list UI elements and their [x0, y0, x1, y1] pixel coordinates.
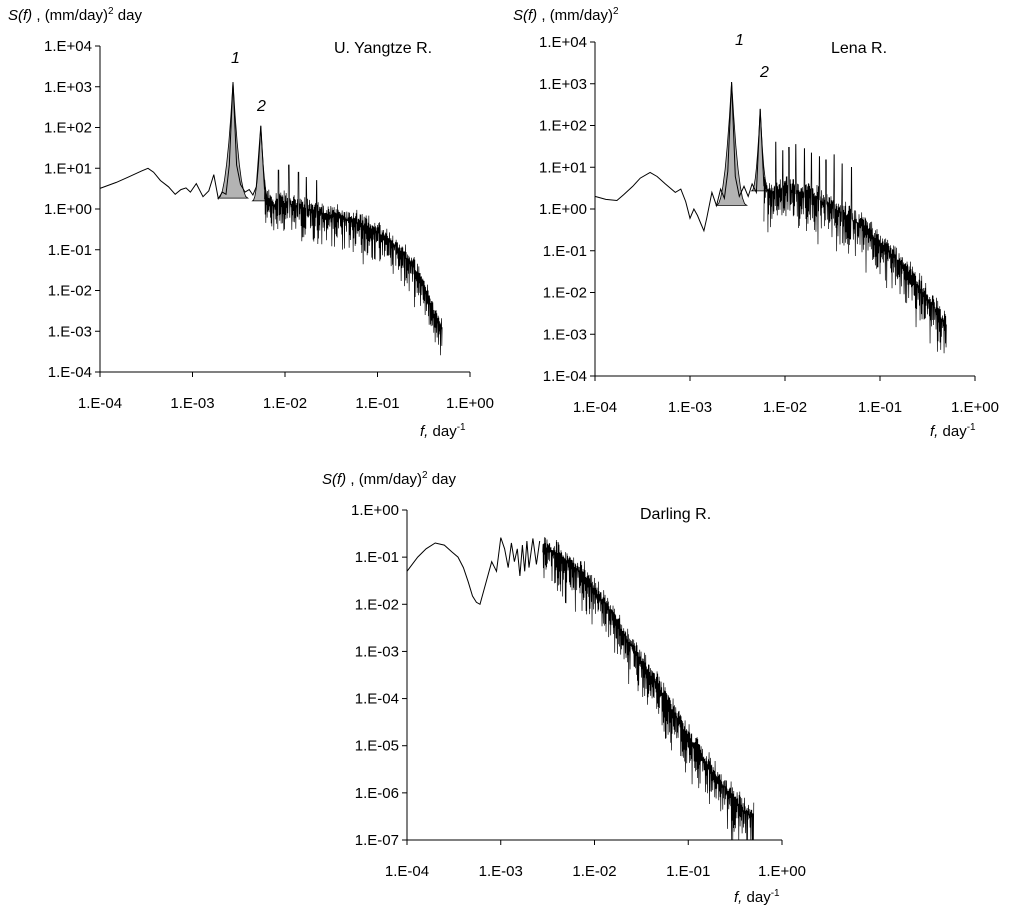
chart-title: Darling R. — [640, 506, 712, 523]
x-tick-label: 1.E+00 — [951, 399, 999, 416]
y-tick-label: 1.E-06 — [355, 785, 399, 802]
spectrum-line — [406, 537, 541, 606]
y-tick-label: 1.E+01 — [539, 159, 587, 176]
y-tick-label: 1.E-02 — [48, 283, 92, 300]
y-axis-separator: , — [537, 7, 550, 24]
x-tick-label: 1.E-02 — [763, 399, 807, 416]
plot-area: 1.E+00 1.E-01 1.E-02 1.E-03 1.E-04 1.E-05 1.E-… — [351, 502, 806, 880]
y-axis-label: S(f) , (mm/day)2 day — [8, 6, 142, 24]
x-axis-label: f, day-1 — [420, 422, 466, 440]
y-tick-label: 1.E-07 — [355, 832, 399, 849]
x-axis-label: f, day-1 — [930, 422, 976, 440]
y-tick-label: 1.E+00 — [44, 201, 92, 218]
plot-area: 1.E+04 1.E+03 1.E+02 1.E+01 1.E+00 1.E-01 1.E-… — [539, 34, 999, 416]
peak-area-1 — [715, 81, 748, 206]
y-axis-symbol: S(f) — [322, 471, 347, 488]
x-tick-label: 1.E-01 — [858, 399, 902, 416]
y-axis-label: S(f) , (mm/day)2 day — [322, 470, 456, 488]
y-tick-label: 1.E-01 — [355, 549, 399, 566]
y-tick-label: 1.E-04 — [48, 364, 92, 381]
x-tick-label: 1.E-04 — [573, 399, 617, 416]
y-tick-label: 1.E-04 — [543, 368, 587, 385]
y-tick-label: 1.E+03 — [539, 76, 587, 93]
spectrum-line — [99, 82, 265, 200]
peak-label-2: 2 — [257, 98, 266, 115]
x-axis-unit: day — [938, 423, 967, 440]
y-tick-label: 1.E+00 — [351, 502, 399, 519]
peak-label-1: 1 — [231, 50, 240, 67]
y-tick-label: 1.E-03 — [355, 643, 399, 660]
x-tick-label: 1.E+00 — [758, 863, 806, 880]
y-tick-label: 1.E-01 — [543, 243, 587, 260]
peak-label-1: 1 — [735, 32, 744, 49]
x-axis-unit-exponent: -1 — [770, 888, 780, 899]
y-axis-separator: , — [32, 7, 45, 24]
x-axis-unit-exponent: -1 — [966, 422, 976, 433]
y-axis-label: S(f) , (mm/day)2 — [513, 6, 619, 24]
y-axis-unit: (mm/day) — [44, 7, 109, 24]
y-axis-unit-suffix: day — [113, 7, 142, 24]
y-tick-label: 1.E+02 — [539, 118, 587, 135]
y-tick-label: 1.E+02 — [44, 120, 92, 137]
y-axis-separator: , — [346, 471, 359, 488]
plot-area: 1.E+04 1.E+03 1.E+02 1.E+01 1.E+00 1.E-01 1.E-… — [44, 38, 494, 412]
chart-title: Lena R. — [831, 40, 888, 57]
y-tick-label: 1.E+04 — [44, 38, 92, 55]
x-tick-label: 1.E-02 — [572, 863, 616, 880]
y-tick-label: 1.E-03 — [543, 326, 587, 343]
y-axis-unit-exponent: 2 — [422, 470, 428, 481]
y-tick-label: 1.E-01 — [48, 242, 92, 259]
y-tick-label: 1.E+00 — [539, 201, 587, 218]
x-axis-symbol: f, — [930, 423, 939, 440]
y-axis-unit-exponent: 2 — [108, 6, 114, 17]
x-axis-symbol: f, — [734, 889, 743, 906]
x-tick-label: 1.E-01 — [666, 863, 710, 880]
x-tick-label: 1.E-04 — [78, 395, 122, 412]
y-tick-label: 1.E-03 — [48, 323, 92, 340]
y-tick-label: 1.E-02 — [355, 596, 399, 613]
peak-area-2 — [750, 108, 770, 192]
spectrum-line — [594, 81, 765, 233]
y-axis-unit-suffix: day — [427, 471, 456, 488]
chart-title: U. Yangtze R. — [334, 40, 433, 57]
x-tick-label: 1.E+00 — [446, 395, 494, 412]
y-axis-unit-exponent: 2 — [613, 6, 619, 17]
y-tick-label: 1.E+04 — [539, 34, 587, 51]
peak-label-2: 2 — [760, 64, 769, 81]
x-tick-label: 1.E-01 — [355, 395, 399, 412]
y-tick-label: 1.E-04 — [355, 691, 399, 708]
peak-area-1 — [217, 82, 249, 199]
x-tick-label: 1.E-03 — [479, 863, 523, 880]
x-tick-label: 1.E-02 — [263, 395, 307, 412]
chart-panel-yangtze: S(f) , (mm/day)2 day U. Yangtze R. 1 2 1… — [0, 0, 510, 450]
x-axis-unit-exponent: -1 — [456, 422, 466, 433]
y-axis-unit: (mm/day) — [549, 7, 614, 24]
x-tick-label: 1.E-03 — [170, 395, 214, 412]
x-tick-label: 1.E-04 — [385, 863, 429, 880]
x-axis-unit: day — [742, 889, 771, 906]
chart-panel-darling: S(f) , (mm/day)2 day Darling R. 1.E+00 1.… — [310, 460, 810, 914]
x-axis-symbol: f, — [420, 423, 429, 440]
x-tick-label: 1.E-03 — [668, 399, 712, 416]
chart-panel-lena: S(f) , (mm/day)2 Lena R. 1 2 1.E+04 1.E+0… — [505, 0, 1010, 450]
y-axis-symbol: S(f) — [513, 7, 538, 24]
y-axis-symbol: S(f) — [8, 7, 33, 24]
spectrum-noise — [542, 537, 755, 841]
y-tick-label: 1.E-05 — [355, 738, 399, 755]
x-axis-label: f, day-1 — [734, 888, 780, 906]
spectrum-noise — [763, 141, 947, 354]
y-tick-label: 1.E+01 — [44, 160, 92, 177]
y-tick-label: 1.E-02 — [543, 285, 587, 302]
x-axis-unit: day — [428, 423, 457, 440]
y-tick-label: 1.E+03 — [44, 79, 92, 96]
spectrum-noise — [264, 164, 443, 356]
y-axis-unit: (mm/day) — [358, 471, 423, 488]
